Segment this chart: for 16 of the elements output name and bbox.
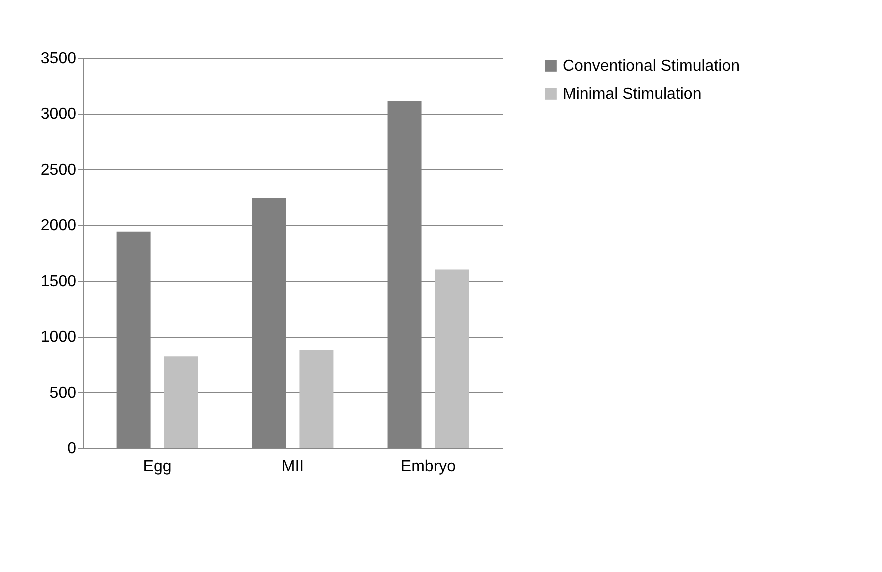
y-tick-label: 3500 xyxy=(40,50,77,68)
y-tick-label: 0 xyxy=(68,440,77,458)
y-tick-label: 2500 xyxy=(40,162,77,179)
y-tick-label: 1000 xyxy=(40,329,77,346)
bar xyxy=(300,350,334,448)
y-tick-label: 1500 xyxy=(40,273,77,290)
x-tick-label: MII xyxy=(282,458,304,476)
y-tick-label: 2000 xyxy=(40,218,77,235)
legend-label: Minimal Stimulation xyxy=(563,86,702,103)
y-tick-label: 500 xyxy=(50,384,77,402)
bar xyxy=(435,270,470,448)
legend-label: Conventional Stimulation xyxy=(563,58,740,75)
x-tick-label: Egg xyxy=(143,458,172,476)
bar xyxy=(164,356,198,448)
x-tick-label: Embryo xyxy=(400,458,456,476)
y-tick-label: 3000 xyxy=(40,106,77,124)
